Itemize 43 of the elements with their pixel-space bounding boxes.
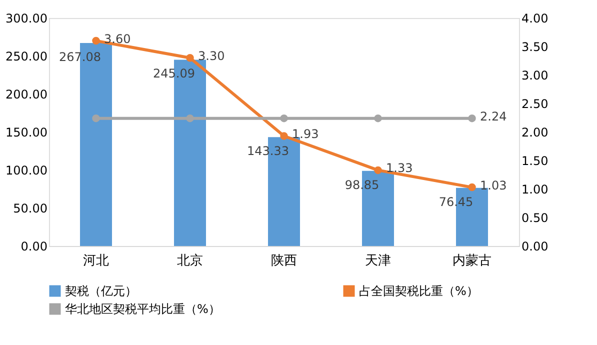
data-label: 245.09: [153, 66, 195, 81]
y2-tick-label: 3.50: [522, 40, 548, 54]
y2-tick-label: 4.00: [522, 12, 548, 26]
x-tick-label: 河北: [83, 254, 109, 268]
y2-tick-label: 2.00: [522, 126, 548, 140]
legend-label: 契税（亿元）: [65, 284, 137, 298]
data-label: 143.33: [247, 144, 289, 158]
point: [92, 114, 100, 122]
y2-tick-label: 2.50: [522, 97, 548, 111]
y2-tick-label: 1.00: [522, 182, 548, 196]
data-label: 3.60: [104, 32, 131, 46]
y-tick-label: 100.00: [6, 164, 48, 178]
y2-tick-label: 0.50: [522, 211, 548, 225]
point: [374, 114, 382, 122]
y-tick-label: 0.00: [20, 240, 48, 254]
x-tick-label: 天津: [365, 254, 391, 268]
point: [374, 166, 382, 174]
data-label: 1.93: [292, 126, 319, 141]
y2-tick-label: 1.50: [522, 154, 548, 168]
point: [280, 114, 288, 122]
legend-label: 华北地区契税平均比重（%）: [65, 302, 220, 316]
y-tick-label: 250.00: [6, 50, 48, 64]
data-label: 2.24: [480, 109, 507, 124]
y-tick-label: 300.00: [6, 12, 48, 26]
legend-label: 占全国契税比重（%）: [359, 284, 478, 298]
point: [186, 114, 194, 122]
x-tick-label: 陕西: [271, 254, 297, 268]
point: [280, 132, 288, 140]
data-label: 1.03: [480, 178, 507, 192]
point: [92, 36, 100, 45]
x-tick-label: 内蒙古: [452, 254, 492, 268]
y-tick-label: 150.00: [6, 126, 48, 140]
x-tick-label: 北京: [177, 254, 203, 268]
data-label: 267.08: [59, 50, 101, 64]
y2-tick-label: 0.00: [522, 240, 548, 254]
y-tick-label: 50.00: [13, 202, 48, 216]
y-tick-label: 200.00: [6, 88, 48, 102]
y2-tick-label: 3.00: [522, 68, 548, 82]
data-label: 1.33: [386, 161, 413, 176]
data-label: 3.30: [198, 48, 225, 63]
point: [468, 114, 476, 122]
point: [186, 54, 194, 62]
point: [468, 183, 476, 192]
